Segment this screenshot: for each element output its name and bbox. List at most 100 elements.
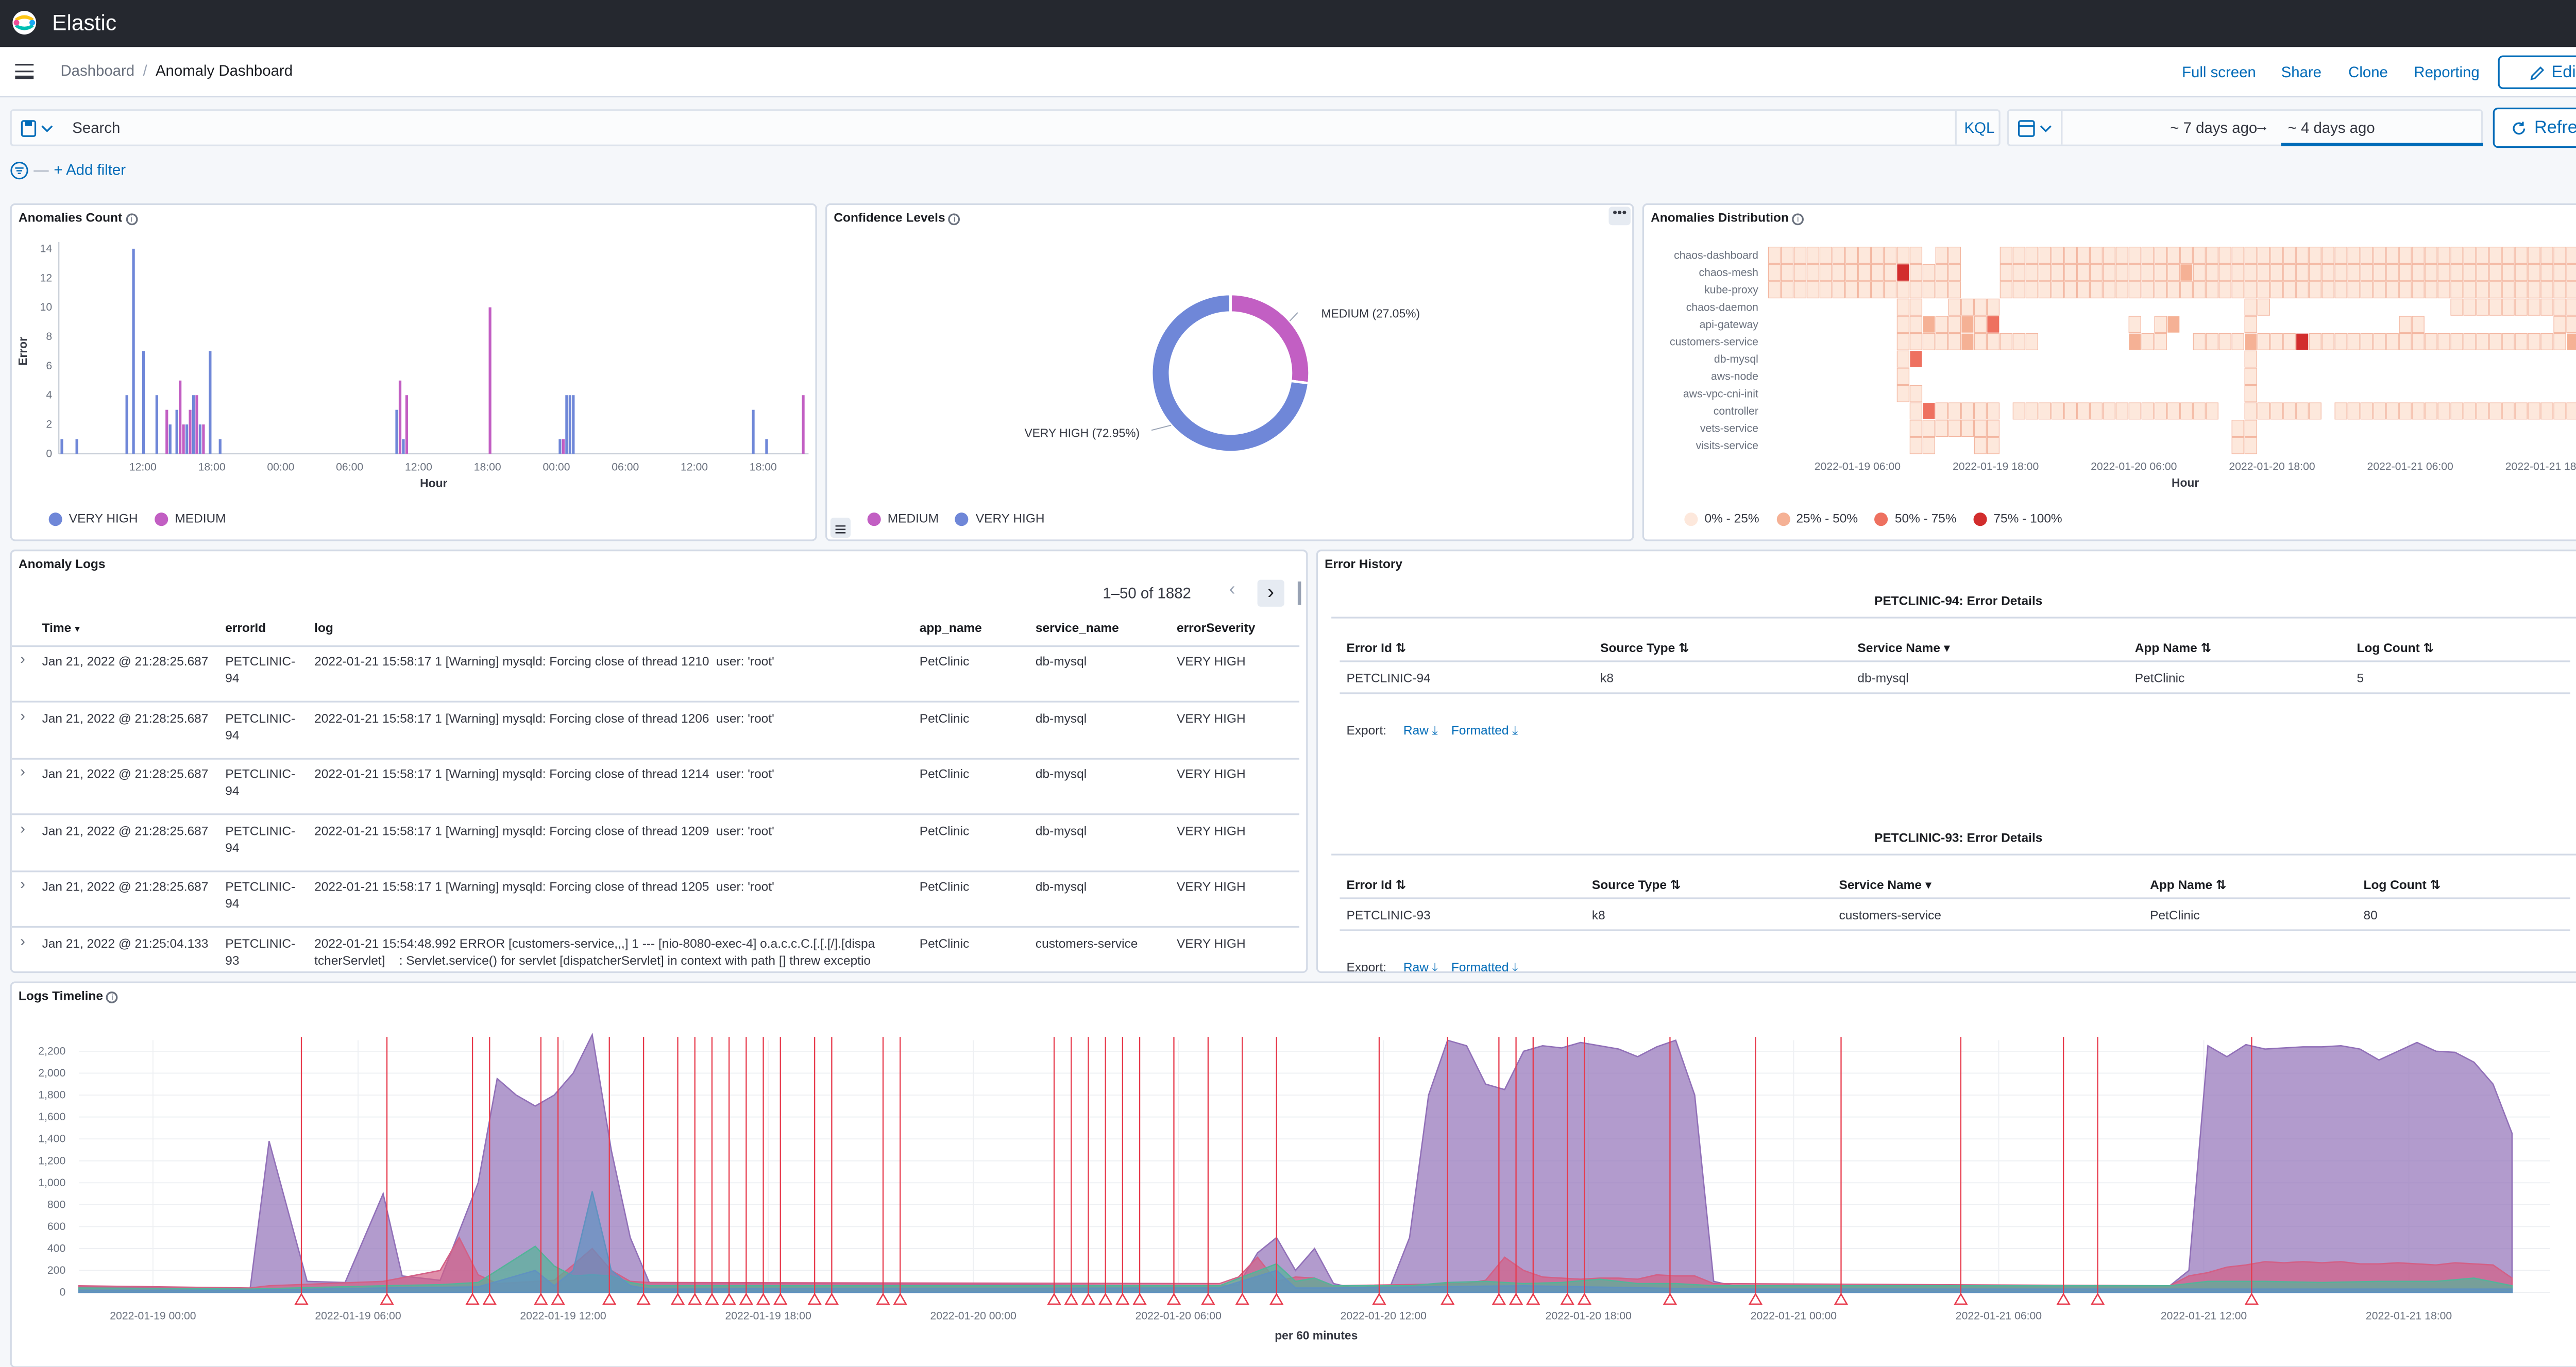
bar-very-high[interactable] xyxy=(209,351,212,454)
heatmap-cell[interactable] xyxy=(1896,333,1910,350)
refresh-button[interactable]: Refresh xyxy=(2493,107,2576,148)
heatmap-cell[interactable] xyxy=(2180,402,2193,420)
export-formatted-link[interactable]: Formatted ⤓ xyxy=(1451,723,1518,738)
annotation-marker-icon[interactable] xyxy=(1047,1292,1061,1305)
heatmap-cell[interactable] xyxy=(2206,281,2218,299)
annotation-marker-icon[interactable] xyxy=(551,1292,565,1305)
table-row[interactable]: › Jan 21, 2022 @ 21:28:25.687 PETCLINIC- 9… xyxy=(11,815,1300,872)
bar-very-high[interactable] xyxy=(565,395,568,454)
heatmap-cell[interactable] xyxy=(2425,333,2437,350)
reporting-link[interactable]: Reporting xyxy=(2414,63,2480,81)
annotation-marker-icon[interactable] xyxy=(670,1292,685,1305)
heatmap-cell[interactable] xyxy=(2425,264,2437,281)
heatmap-cell[interactable] xyxy=(1935,246,1948,264)
heatmap-cell[interactable] xyxy=(2476,264,2489,281)
heatmap-cell[interactable] xyxy=(2296,246,2309,264)
heatmap-cell[interactable] xyxy=(2412,316,2425,333)
heatmap-cell[interactable] xyxy=(2425,402,2437,420)
heatmap-cell[interactable] xyxy=(2347,264,2360,281)
heatmap-cell[interactable] xyxy=(2244,402,2257,420)
annotation-marker-icon[interactable] xyxy=(1954,1292,1968,1305)
heatmap-cell[interactable] xyxy=(2051,246,2064,264)
heatmap-cell[interactable] xyxy=(1999,246,2013,264)
scrollbar[interactable] xyxy=(1297,581,1301,605)
heatmap-cell[interactable] xyxy=(1948,316,1961,333)
annotation-marker-icon[interactable] xyxy=(756,1292,771,1305)
heatmap-cell[interactable] xyxy=(2038,264,2052,281)
search-input[interactable]: Search xyxy=(72,119,121,136)
bar-very-high[interactable] xyxy=(155,395,158,454)
heatmap-cell[interactable] xyxy=(1819,246,1833,264)
column-header-time[interactable]: Time ▾ xyxy=(42,620,80,636)
heatmap-cell[interactable] xyxy=(1832,281,1845,299)
bar-medium[interactable] xyxy=(202,424,205,454)
heatmap-cell[interactable] xyxy=(2231,281,2244,299)
panel-options-icon[interactable]: ••• xyxy=(1608,206,1631,226)
heatmap-cell[interactable] xyxy=(2566,402,2576,420)
heatmap-cell[interactable] xyxy=(2154,316,2167,333)
heatmap-cell[interactable] xyxy=(1858,246,1871,264)
heatmap-cell[interactable] xyxy=(1909,437,1923,454)
heatmap-cell[interactable] xyxy=(1935,316,1948,333)
annotation-marker-icon[interactable] xyxy=(1560,1292,1574,1305)
annotation-marker-icon[interactable] xyxy=(602,1292,617,1305)
column-header-log[interactable]: log xyxy=(314,620,333,636)
heatmap-cell[interactable] xyxy=(1999,264,2013,281)
bar-very-high[interactable] xyxy=(142,351,145,454)
heatmap-cell[interactable] xyxy=(2347,246,2360,264)
info-icon[interactable]: i xyxy=(1792,212,1804,225)
heatmap-cell[interactable] xyxy=(1974,333,1987,350)
heatmap-cell[interactable] xyxy=(1987,437,2000,454)
heatmap-cell[interactable] xyxy=(2154,281,2167,299)
heatmap-cell[interactable] xyxy=(2025,281,2039,299)
heatmap-cell[interactable] xyxy=(2515,333,2528,350)
heatmap-cell[interactable] xyxy=(1910,351,1922,367)
heatmap-cell[interactable] xyxy=(2502,333,2515,350)
heatmap-cell[interactable] xyxy=(2347,333,2360,350)
heatmap-cell[interactable] xyxy=(1781,264,1794,281)
heatmap-cell[interactable] xyxy=(2309,402,2321,420)
heatmap-cell[interactable] xyxy=(2206,246,2218,264)
heatmap-cell[interactable] xyxy=(2283,333,2296,350)
heatmap-cell[interactable] xyxy=(1974,402,1987,420)
heatmap-cell[interactable] xyxy=(2489,264,2502,281)
heatmap-cell[interactable] xyxy=(2115,264,2128,281)
annotation-marker-icon[interactable] xyxy=(1235,1292,1250,1305)
heatmap-cell[interactable] xyxy=(2128,264,2141,281)
bar-medium[interactable] xyxy=(189,409,192,454)
heatmap-cell[interactable] xyxy=(2231,264,2244,281)
heatmap-cell[interactable] xyxy=(2257,298,2270,316)
heatmap-cell[interactable] xyxy=(2412,264,2425,281)
annotation-marker-icon[interactable] xyxy=(807,1292,822,1305)
heatmap-cell[interactable] xyxy=(1781,281,1794,299)
heatmap-cell[interactable] xyxy=(2296,264,2309,281)
heatmap-cell[interactable] xyxy=(2566,264,2576,281)
bar-very-high[interactable] xyxy=(168,424,172,454)
annotation-marker-icon[interactable] xyxy=(1115,1292,1130,1305)
annotation-marker-icon[interactable] xyxy=(739,1292,754,1305)
bar-medium[interactable] xyxy=(398,380,402,454)
heatmap-cell[interactable] xyxy=(2154,402,2167,420)
heatmap-cell[interactable] xyxy=(2038,281,2052,299)
heatmap-cell[interactable] xyxy=(2244,281,2257,299)
heatmap-cell[interactable] xyxy=(1948,281,1961,299)
heatmap-cell[interactable] xyxy=(2257,246,2270,264)
heatmap-cell[interactable] xyxy=(2244,437,2257,454)
breadcrumb-dashboard[interactable]: Dashboard xyxy=(60,62,135,79)
heatmap-cell[interactable] xyxy=(1781,246,1794,264)
heatmap-cell[interactable] xyxy=(2064,402,2077,420)
table-row[interactable]: › Jan 21, 2022 @ 21:28:25.687 PETCLINIC- 9… xyxy=(11,645,1300,703)
heatmap-cell[interactable] xyxy=(2412,246,2425,264)
heatmap-cell[interactable] xyxy=(2502,402,2515,420)
heatmap-cell[interactable] xyxy=(1793,281,1807,299)
heatmap-cell[interactable] xyxy=(1935,420,1948,437)
heatmap-cell[interactable] xyxy=(1909,385,1923,402)
bar-very-high[interactable] xyxy=(192,395,195,454)
heatmap-cell[interactable] xyxy=(1922,264,1936,281)
column-header-app-name[interactable]: App Name ⇅ xyxy=(2150,877,2227,893)
heatmap-cell[interactable] xyxy=(2463,246,2476,264)
annotation-marker-icon[interactable] xyxy=(1201,1292,1215,1305)
heatmap-cell[interactable] xyxy=(2528,264,2540,281)
heatmap-cell[interactable] xyxy=(2566,246,2576,264)
annotation-marker-icon[interactable] xyxy=(1663,1292,1677,1305)
